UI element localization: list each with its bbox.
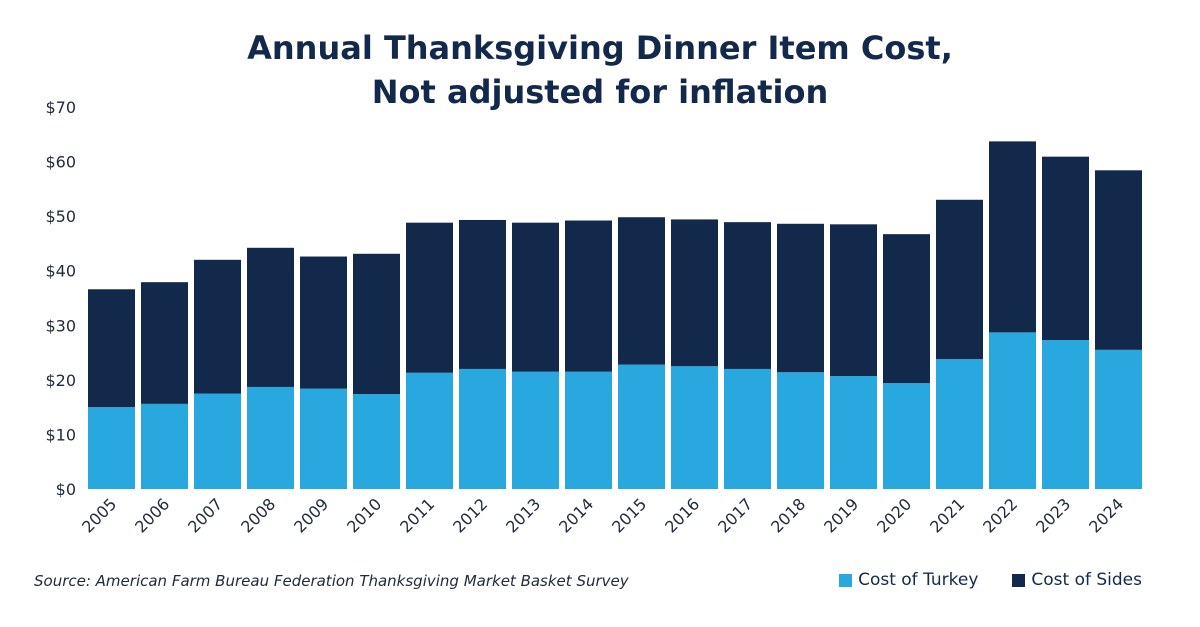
bar-turkey [777,372,824,489]
bar-sides [724,222,771,369]
x-tick-label: 2021 [926,494,968,536]
x-tick-label: 2017 [714,494,756,536]
bar-sides [141,282,188,404]
x-tick-label: 2019 [820,494,862,536]
bar-sides [194,259,241,394]
bar-sides [936,199,983,360]
bar-sides [830,224,877,377]
bar-turkey [512,371,559,489]
bar-sides [459,219,506,369]
bar-turkey [1042,340,1089,489]
y-tick-label: $60 [45,153,76,172]
y-tick-label: $50 [45,207,76,226]
bar-turkey [1095,349,1142,489]
bar-sides [671,219,718,367]
bar-sides [777,223,824,373]
legend-item-sides: Cost of Sides [1012,570,1142,590]
y-tick-label: $40 [45,262,76,281]
legend-label-turkey: Cost of Turkey [858,570,979,590]
x-tick-label: 2011 [396,494,438,536]
bar-sides [406,222,453,373]
y-tick-label: $30 [45,316,76,335]
bar-turkey [989,332,1036,489]
bar-sides [247,247,294,387]
chart-title-line-1: Annual Thanksgiving Dinner Item Cost, [247,29,953,67]
y-tick-label: $0 [56,480,76,499]
x-tick-label: 2016 [661,494,703,536]
bar-turkey [459,368,506,489]
bar-turkey [300,388,347,489]
x-tick-label: 2008 [237,494,279,536]
chart-title: Annual Thanksgiving Dinner Item Cost, No… [0,26,1200,114]
bar-turkey [406,372,453,489]
bar-sides [88,289,135,408]
bar-sides [1042,156,1089,341]
bar-turkey [671,366,718,489]
y-tick-label: $20 [45,371,76,390]
x-tick-label: 2009 [290,494,332,536]
bar-sides [353,253,400,395]
legend-item-turkey: Cost of Turkey [839,570,978,590]
x-tick-label: 2006 [131,494,173,536]
x-tick-label: 2013 [502,494,544,536]
bar-sides [300,256,347,389]
x-tick-label: 2023 [1032,494,1074,536]
x-tick-label: 2010 [343,494,385,536]
bar-turkey [194,393,241,489]
bar-sides [618,217,665,365]
x-tick-label: 2007 [184,494,226,536]
legend-label-sides: Cost of Sides [1031,570,1142,590]
x-tick-label: 2022 [979,494,1021,536]
bar-sides [883,234,930,384]
bar-sides [989,141,1036,333]
bar-turkey [88,407,135,489]
bar-sides [1095,170,1142,350]
x-tick-label: 2018 [767,494,809,536]
chart-title-line-2: Not adjusted for inflation [371,73,829,111]
y-tick-label: $70 [45,98,76,117]
x-tick-label: 2014 [555,494,597,536]
bar-turkey [883,383,930,489]
bar-turkey [565,371,612,489]
legend-swatch-turkey [839,573,853,587]
bar-turkey [247,386,294,489]
x-tick-label: 2020 [873,494,915,536]
bar-turkey [353,394,400,489]
bar-turkey [830,376,877,489]
bar-turkey [141,403,188,489]
y-tick-label: $10 [45,425,76,444]
x-tick-label: 2012 [449,494,491,536]
legend: Cost of Turkey Cost of Sides [839,570,1142,590]
bar-turkey [936,359,983,489]
bar-turkey [618,364,665,489]
bar-turkey [724,368,771,489]
x-tick-label: 2015 [608,494,650,536]
legend-swatch-sides [1012,573,1026,587]
x-tick-label: 2024 [1085,494,1127,536]
x-tick-label: 2005 [78,494,120,536]
bar-sides [512,222,559,372]
bar-sides [565,220,612,372]
source-note: Source: American Farm Bureau Federation … [34,572,629,590]
